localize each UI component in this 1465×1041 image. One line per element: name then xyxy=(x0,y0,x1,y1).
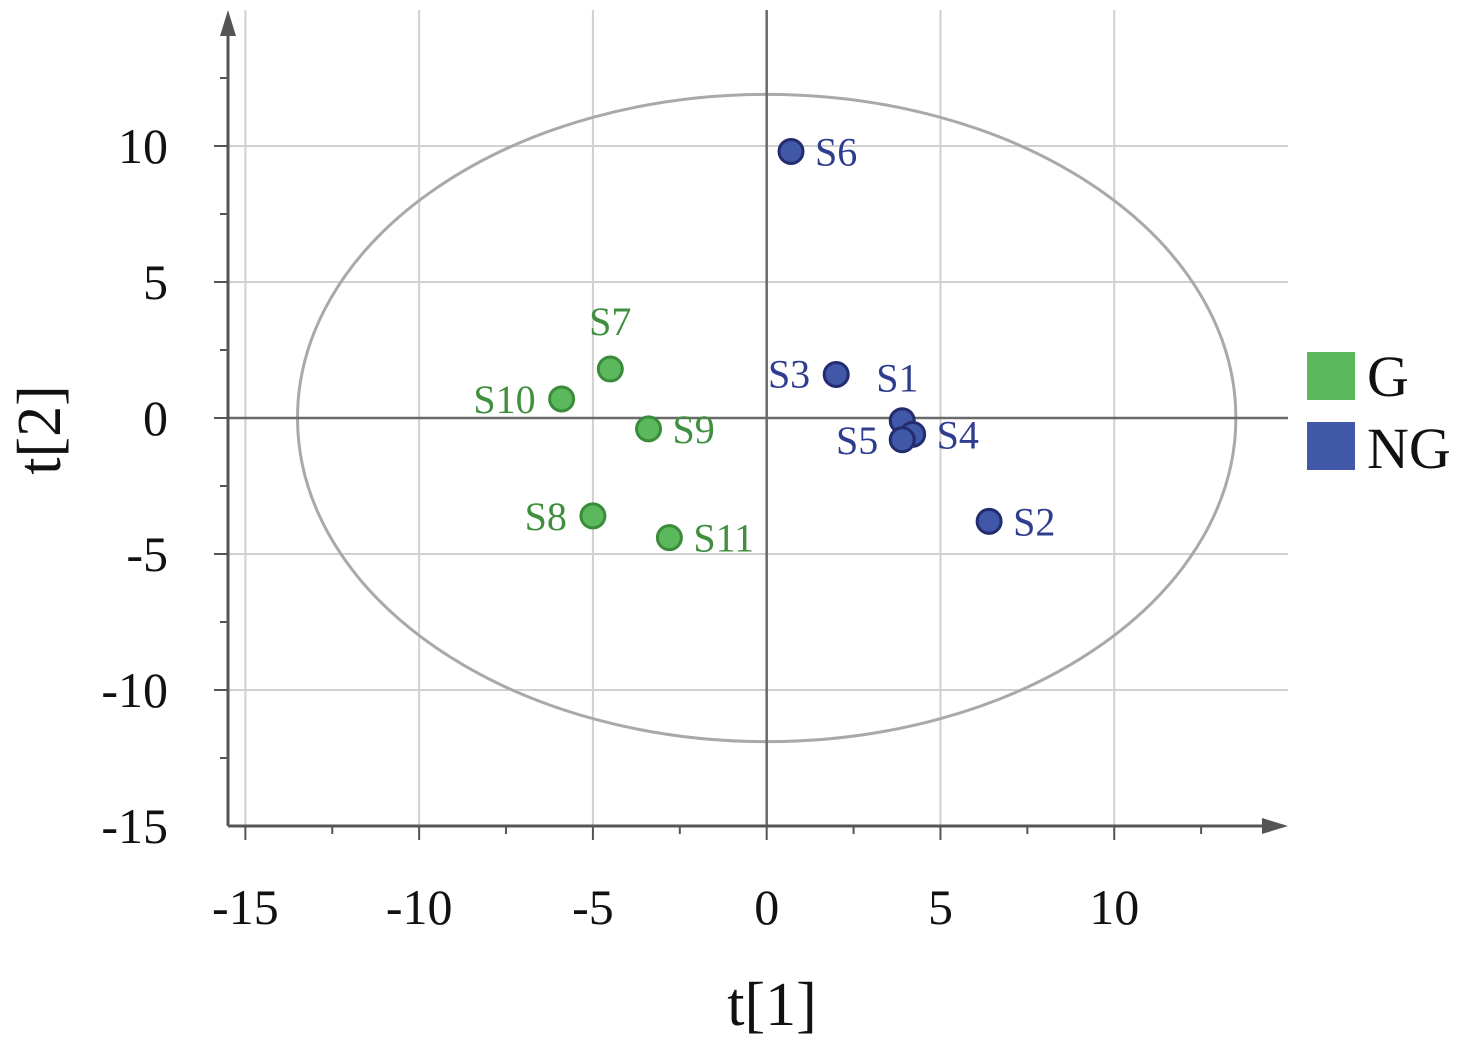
x-tick-label: 10 xyxy=(1089,879,1139,935)
point-label-s10: S10 xyxy=(473,377,535,422)
x-axis-title: t[1] xyxy=(727,971,817,1039)
point-s7 xyxy=(596,355,624,383)
y-tick-label: 5 xyxy=(143,254,168,310)
y-tick-label: 10 xyxy=(118,118,168,174)
x-tick-label: 5 xyxy=(928,879,953,935)
y-tick-label: -5 xyxy=(126,526,168,582)
x-axis-arrow xyxy=(1262,818,1288,834)
legend-swatch-g xyxy=(1307,352,1355,400)
point-label-s2: S2 xyxy=(1013,499,1055,544)
point-label-s9: S9 xyxy=(673,407,715,452)
axes xyxy=(220,10,1288,834)
legend-label-ng: NG xyxy=(1367,416,1451,481)
point-s9 xyxy=(635,415,663,443)
point-label-s4: S4 xyxy=(937,412,979,457)
point-s8 xyxy=(579,502,607,530)
y-axis-title: t[2] xyxy=(6,385,74,475)
legend: G NG xyxy=(1307,344,1451,481)
point-label-s5: S5 xyxy=(836,418,878,463)
x-tick-label: -5 xyxy=(572,879,614,935)
legend-swatch-ng xyxy=(1307,422,1355,470)
x-tick-label: -10 xyxy=(386,879,453,935)
point-s11 xyxy=(655,524,683,552)
point-label-s7: S7 xyxy=(589,299,631,344)
zero-lines xyxy=(228,10,1288,826)
y-axis-arrow xyxy=(220,10,236,36)
point-label-s8: S8 xyxy=(525,494,567,539)
point-s10 xyxy=(548,385,576,413)
point-s5 xyxy=(888,426,916,454)
point-s3 xyxy=(822,360,850,388)
point-s6 xyxy=(777,137,805,165)
ticks: -15 -10 -5 0 5 10 -15 -10 -5 0 5 10 xyxy=(101,77,1203,935)
point-label-s6: S6 xyxy=(815,129,857,174)
y-tick-label: 0 xyxy=(143,390,168,446)
point-label-s1: S1 xyxy=(876,356,918,401)
point-label-s3: S3 xyxy=(768,351,810,396)
y-tick-label: -10 xyxy=(101,662,168,718)
y-tick-label: -15 xyxy=(101,798,168,854)
x-tick-label: 0 xyxy=(754,879,779,935)
legend-label-g: G xyxy=(1367,344,1409,409)
x-tick-label: -15 xyxy=(212,879,279,935)
point-s2 xyxy=(975,507,1003,535)
data-points xyxy=(548,137,1003,552)
point-labels: S7 S8 S9 S10 S11 S1 S2 S3 S4 S5 S6 xyxy=(473,129,1055,560)
point-label-s11: S11 xyxy=(693,516,754,561)
